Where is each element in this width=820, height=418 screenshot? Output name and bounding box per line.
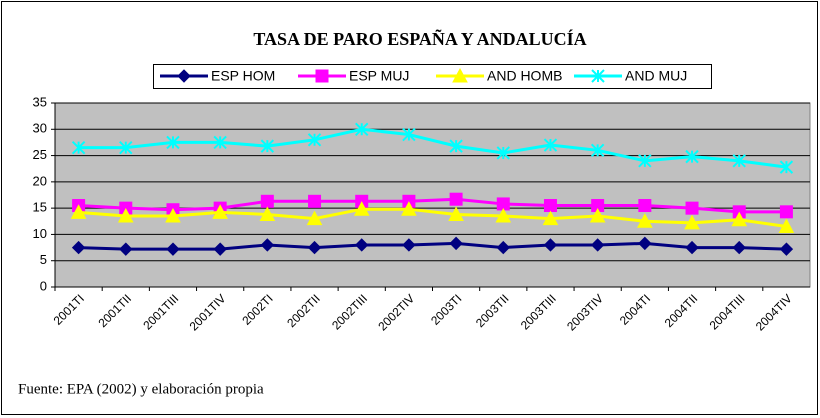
marker	[307, 133, 322, 147]
marker	[590, 143, 605, 158]
marker	[355, 122, 369, 136]
marker	[495, 207, 512, 223]
marker	[165, 207, 181, 223]
marker	[70, 204, 87, 219]
marker	[496, 240, 510, 255]
marker	[779, 205, 793, 219]
marker	[402, 238, 416, 252]
marker	[119, 140, 133, 155]
marker	[213, 135, 227, 150]
marker	[166, 135, 180, 150]
marker	[71, 240, 86, 255]
source-note: Fuente: EPA (2002) y elaboración propia	[18, 381, 264, 397]
marker	[306, 210, 323, 226]
marker	[449, 192, 463, 206]
marker	[353, 201, 370, 216]
legend-label: ESP HOM	[211, 68, 275, 84]
y-tick-label: 5	[40, 252, 47, 267]
legend-label: AND MUJ	[625, 68, 687, 84]
marker	[684, 214, 700, 230]
marker	[119, 242, 133, 256]
marker	[543, 138, 558, 152]
marker	[638, 236, 652, 251]
legend-label: AND HOMB	[487, 68, 562, 84]
chart-title: TASA DE PARO ESPAÑA Y ANDALUCÍA	[253, 28, 586, 49]
marker	[591, 69, 605, 83]
marker	[117, 207, 134, 223]
marker	[448, 206, 464, 221]
y-tick-label: 30	[33, 121, 47, 136]
marker	[259, 206, 276, 221]
y-tick-label: 35	[33, 94, 47, 109]
series-line	[78, 207, 787, 229]
marker	[315, 69, 329, 83]
series-line	[78, 197, 787, 214]
marker	[685, 201, 699, 215]
marker	[260, 139, 275, 153]
y-tick-label: 20	[33, 173, 47, 188]
marker	[355, 238, 369, 252]
marker	[307, 240, 322, 255]
y-tick-label: 25	[33, 147, 47, 162]
marker	[213, 242, 227, 256]
series-line	[78, 241, 787, 251]
marker	[732, 240, 746, 255]
y-tick-label: 10	[33, 226, 47, 241]
marker	[778, 218, 795, 234]
y-tick-label: 0	[40, 278, 47, 293]
marker	[732, 154, 746, 168]
marker	[685, 240, 699, 255]
marker	[401, 201, 417, 216]
marker	[638, 199, 652, 213]
marker	[452, 67, 468, 83]
legend-label: ESP MUJ	[349, 68, 409, 84]
marker	[779, 160, 794, 174]
marker	[731, 211, 748, 227]
marker	[590, 238, 605, 252]
marker	[212, 204, 228, 219]
marker	[177, 69, 191, 83]
marker	[638, 154, 652, 168]
marker	[260, 194, 274, 208]
marker	[542, 210, 559, 226]
marker	[779, 242, 794, 256]
marker	[543, 199, 557, 213]
marker	[308, 194, 322, 208]
marker	[685, 149, 699, 164]
y-tick-label: 15	[33, 200, 47, 215]
marker	[637, 213, 653, 228]
marker	[589, 207, 606, 223]
marker	[166, 242, 180, 256]
marker	[449, 236, 463, 251]
plot-area	[54, 102, 811, 288]
marker	[496, 146, 510, 160]
marker	[543, 238, 558, 252]
marker	[71, 140, 86, 155]
series-line	[78, 127, 787, 169]
marker	[402, 127, 416, 142]
marker	[449, 139, 463, 153]
marker	[260, 238, 275, 252]
